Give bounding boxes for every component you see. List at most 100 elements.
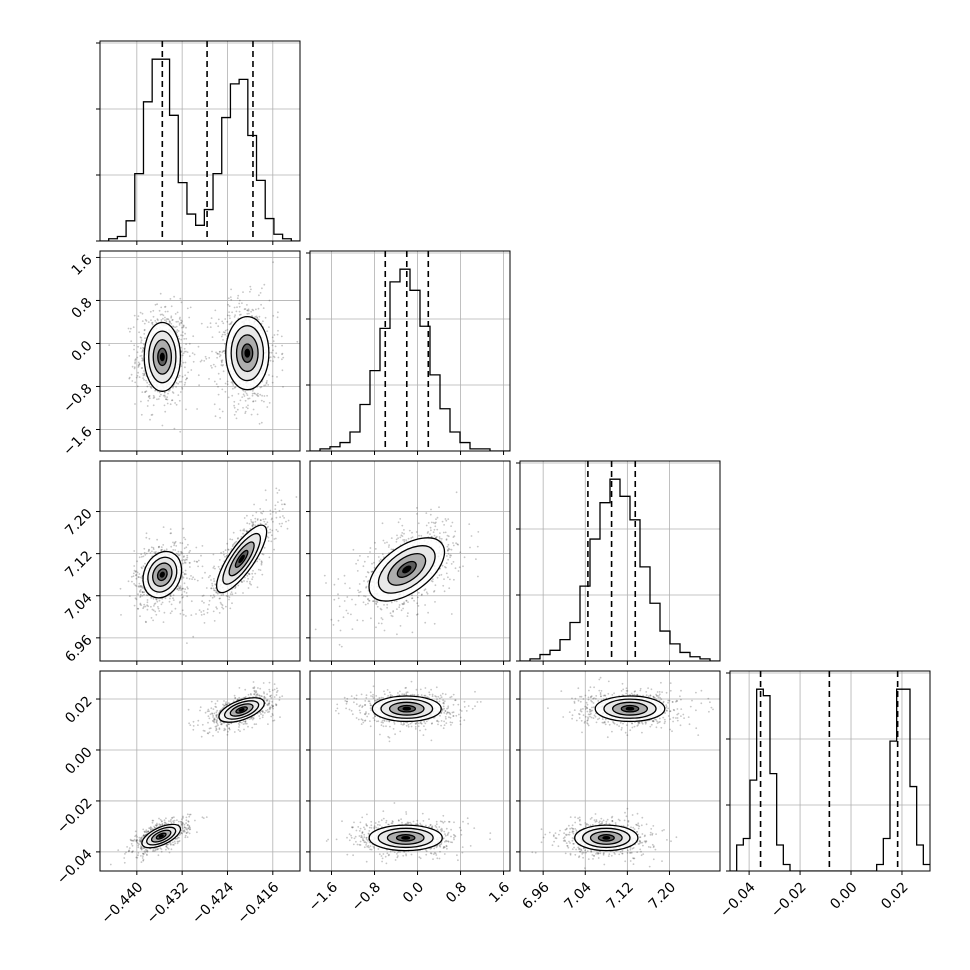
- scatter-point: [185, 378, 187, 381]
- scatter-point: [181, 587, 184, 590]
- scatter-point: [234, 386, 237, 389]
- scatter-point: [251, 315, 253, 317]
- scatter-point: [139, 838, 141, 841]
- scatter-point: [182, 596, 184, 598]
- scatter-point: [158, 817, 160, 820]
- scatter-point: [200, 614, 203, 616]
- scatter-point: [270, 534, 273, 537]
- scatter-point: [158, 823, 161, 826]
- scatter-point: [269, 695, 272, 697]
- histogram-panel-3: [516, 460, 721, 665]
- scatter-point: [250, 520, 253, 523]
- scatter-point: [144, 562, 146, 565]
- scatter-point: [148, 548, 150, 551]
- scatter-point: [211, 336, 214, 338]
- scatter-point: [438, 574, 441, 577]
- scatter-point: [150, 387, 153, 389]
- scatter-point: [225, 605, 227, 608]
- scatter-point: [392, 610, 394, 613]
- scatter-point: [367, 598, 369, 600]
- scatter-point: [159, 824, 162, 827]
- scatter-point: [220, 359, 223, 362]
- scatter-point: [267, 723, 269, 725]
- scatter-point: [237, 537, 240, 539]
- scatter-point: [185, 326, 187, 329]
- scatter-point: [234, 314, 237, 317]
- scatter-point: [126, 846, 128, 848]
- scatter-point: [216, 356, 219, 359]
- scatter-point: [374, 548, 377, 550]
- scatter-point: [401, 524, 404, 527]
- scatter-point: [374, 541, 376, 544]
- scatter-point: [250, 519, 252, 521]
- scatter-point: [259, 393, 262, 396]
- scatter-point: [154, 824, 157, 827]
- scatter-point: [390, 548, 393, 551]
- scatter-point: [214, 705, 217, 708]
- scatter-point: [337, 578, 340, 580]
- scatter-point: [185, 546, 188, 549]
- scatter-point: [184, 558, 187, 561]
- scatter-point: [261, 710, 264, 713]
- scatter-point: [167, 318, 170, 321]
- scatter-point: [445, 538, 448, 540]
- scatter-point: [366, 580, 369, 583]
- scatter-point: [242, 532, 244, 535]
- y-tick-label: 0.0: [69, 338, 96, 365]
- scatter-point: [363, 595, 365, 597]
- scatter-point: [269, 513, 272, 515]
- scatter-point: [170, 322, 173, 325]
- scatter-point: [183, 826, 186, 829]
- scatter-point: [252, 569, 254, 572]
- scatter-point: [427, 531, 429, 533]
- scatter-point: [128, 377, 131, 380]
- scatter-point: [434, 584, 437, 587]
- scatter-point: [218, 353, 220, 355]
- scatter-point: [135, 577, 138, 580]
- scatter-point: [221, 364, 224, 367]
- scatter-point: [201, 595, 204, 597]
- scatter-point: [251, 394, 254, 397]
- scatter-point: [337, 619, 340, 622]
- scatter-point: [217, 385, 219, 388]
- scatter-point: [251, 308, 254, 311]
- scatter-point: [278, 699, 281, 701]
- scatter-point: [390, 614, 393, 617]
- density-core: [238, 554, 245, 564]
- scatter-point: [268, 374, 270, 376]
- scatter-point: [140, 341, 143, 343]
- scatter-point: [226, 703, 229, 706]
- scatter-point: [296, 340, 299, 343]
- scatter-point: [166, 846, 169, 849]
- scatter-point: [138, 365, 140, 367]
- scatter-point: [196, 561, 199, 563]
- scatter-point: [200, 322, 203, 325]
- scatter-point: [177, 836, 179, 839]
- scatter-point: [136, 375, 139, 377]
- scatter-point: [254, 400, 257, 402]
- scatter-point: [325, 582, 327, 584]
- scatter-point: [269, 359, 272, 362]
- scatter-point: [386, 603, 389, 606]
- scatter-point: [235, 310, 238, 313]
- scatter-point: [346, 596, 349, 598]
- scatter-point: [177, 330, 180, 332]
- scatter-point: [403, 539, 406, 541]
- scatter-point: [256, 394, 259, 397]
- scatter-point: [185, 819, 188, 822]
- scatter-point: [134, 381, 137, 384]
- scatter-point: [141, 351, 144, 353]
- scatter-point: [448, 587, 451, 590]
- histogram-panel-2: [306, 250, 511, 455]
- scatter-point: [446, 545, 449, 548]
- scatter-point: [434, 522, 436, 525]
- scatter-point: [424, 588, 427, 591]
- scatter-point: [260, 511, 262, 514]
- scatter-point: [134, 830, 137, 833]
- scatter-point: [268, 681, 271, 684]
- scatter-point: [235, 417, 238, 420]
- scatter-point: [149, 552, 152, 554]
- scatter-point: [241, 721, 243, 724]
- scatter-point: [188, 342, 191, 345]
- scatter-point: [416, 613, 419, 615]
